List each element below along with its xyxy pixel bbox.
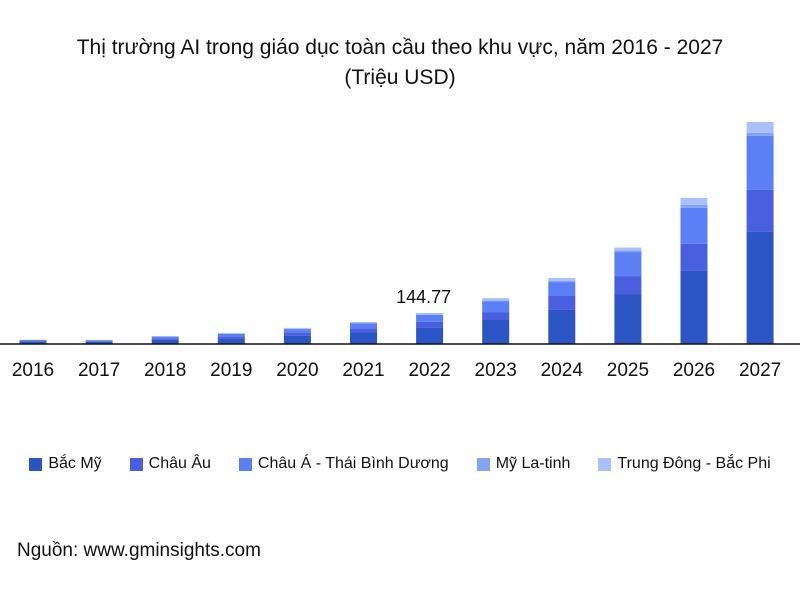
legend-label: Trung Đông - Bắc Phi: [617, 455, 771, 472]
legend-swatch: [476, 457, 490, 471]
legend-item: Châu Âu: [129, 455, 211, 473]
bar-segment-2026-4: [680, 197, 708, 205]
bar-segment-2017-1: [85, 341, 113, 342]
bar-segment-2027-1: [746, 189, 774, 232]
bar-segment-2025-3: [614, 250, 642, 253]
legend: Bắc Mỹ Châu Âu Châu Á - Thái Bình Dương Mỹ …: [0, 455, 800, 473]
legend-swatch: [238, 457, 252, 471]
source-note: Nguồn: www.gminsights.com: [17, 540, 261, 561]
bar-segment-2024-2: [548, 282, 576, 296]
chart-subtitle: (Triệu USD): [344, 66, 456, 89]
legend-swatch: [129, 457, 143, 471]
x-tick-label: 2023: [475, 360, 517, 381]
bar-segment-2020-0: [283, 335, 311, 344]
bar-segment-2016-2: [19, 340, 47, 341]
bar-segment-2024-3: [548, 281, 576, 283]
bar-segment-2025-4: [614, 247, 642, 251]
x-tick-label: 2018: [144, 360, 186, 381]
chart-title: Thị trường AI trong giáo dục toàn cầu th…: [76, 36, 724, 59]
bar-segment-2024-4: [548, 278, 576, 281]
bar-segment-2019-1: [217, 336, 245, 339]
bar-segment-2020-4: [283, 327, 311, 329]
bar-segment-2026-3: [680, 204, 708, 208]
bar-segment-2025-0: [614, 294, 642, 344]
bar-segment-2027-0: [746, 231, 774, 344]
x-tick-label: 2027: [739, 360, 781, 381]
legend-swatch: [29, 457, 43, 471]
x-tick-label: 2026: [673, 360, 715, 381]
bar-segment-2027-3: [746, 132, 774, 136]
x-tick-label: 2022: [408, 360, 450, 381]
bar-segment-2019-2: [217, 333, 245, 337]
bar-segment-2022-1: [416, 321, 444, 328]
bar-segment-2020-1: [283, 332, 311, 336]
bar-segment-2024-0: [548, 309, 576, 344]
bar-segment-2023-1: [482, 312, 510, 320]
x-tick-label: 2025: [607, 360, 649, 381]
bar-segment-2026-1: [680, 243, 708, 271]
bar-segment-2023-3: [482, 300, 510, 302]
bar-segment-2022-4: [416, 312, 444, 315]
x-tick-label: 2019: [210, 360, 252, 381]
bar-segment-2022-3: [416, 314, 444, 315]
bar-segment-2023-0: [482, 320, 510, 344]
bar-segment-2017-0: [85, 341, 113, 344]
legend-item: Trung Đông - Bắc Phi: [598, 455, 771, 473]
bar-segment-2026-0: [680, 270, 708, 344]
bar-segment-2026-2: [680, 207, 708, 244]
legend-swatch: [598, 457, 612, 471]
legend-label: Châu Âu: [148, 455, 211, 472]
bar-segment-2025-1: [614, 276, 642, 295]
legend-label: Châu Á - Thái Bình Dương: [257, 455, 449, 472]
bar-segment-2024-1: [548, 296, 576, 310]
bar-segment-2022-2: [416, 314, 444, 322]
x-tick-label: 2016: [12, 360, 54, 381]
x-tick-label: 2021: [342, 360, 384, 381]
bar-segment-2023-2: [482, 301, 510, 313]
bar-segment-2021-1: [350, 328, 377, 333]
bar-segment-2016-0: [19, 341, 47, 344]
bar-segment-2027-2: [746, 135, 774, 190]
bar-segment-2018-1: [151, 338, 179, 340]
data-label: 144.77: [396, 287, 451, 307]
bar-segment-2017-2: [85, 340, 113, 342]
bar-segment-2021-2: [350, 323, 377, 329]
bar-segment-2021-0: [350, 332, 377, 344]
legend-label: Bắc Mỹ: [48, 455, 102, 472]
bar-segment-2022-0: [416, 327, 444, 344]
bar-segment-2020-2: [283, 329, 311, 333]
bar-segment-2016-1: [19, 340, 47, 342]
bar-segment-2018-2: [151, 336, 179, 339]
bar-segment-2019-0: [217, 338, 245, 344]
x-tick-label: 2020: [276, 360, 318, 381]
bar-segment-2027-4: [746, 122, 774, 133]
legend-item: Mỹ La-tinh: [476, 455, 571, 473]
x-tick-label: 2017: [78, 360, 120, 381]
legend-item: Bắc Mỹ: [29, 455, 102, 473]
bar-segment-2025-2: [614, 252, 642, 277]
bar-segment-2023-4: [482, 298, 510, 301]
bar-segment-2021-4: [350, 321, 377, 324]
bar-segment-2018-0: [151, 339, 179, 344]
legend-item: Châu Á - Thái Bình Dương: [238, 455, 449, 473]
x-tick-label: 2024: [541, 360, 584, 381]
stacked-bar-chart: 2016 2017 2018 2019 2020 2021 2022 144.77 2023 20…: [0, 122, 800, 381]
legend-label: Mỹ La-tinh: [495, 455, 571, 472]
bar-segment-2019-4: [217, 333, 245, 334]
